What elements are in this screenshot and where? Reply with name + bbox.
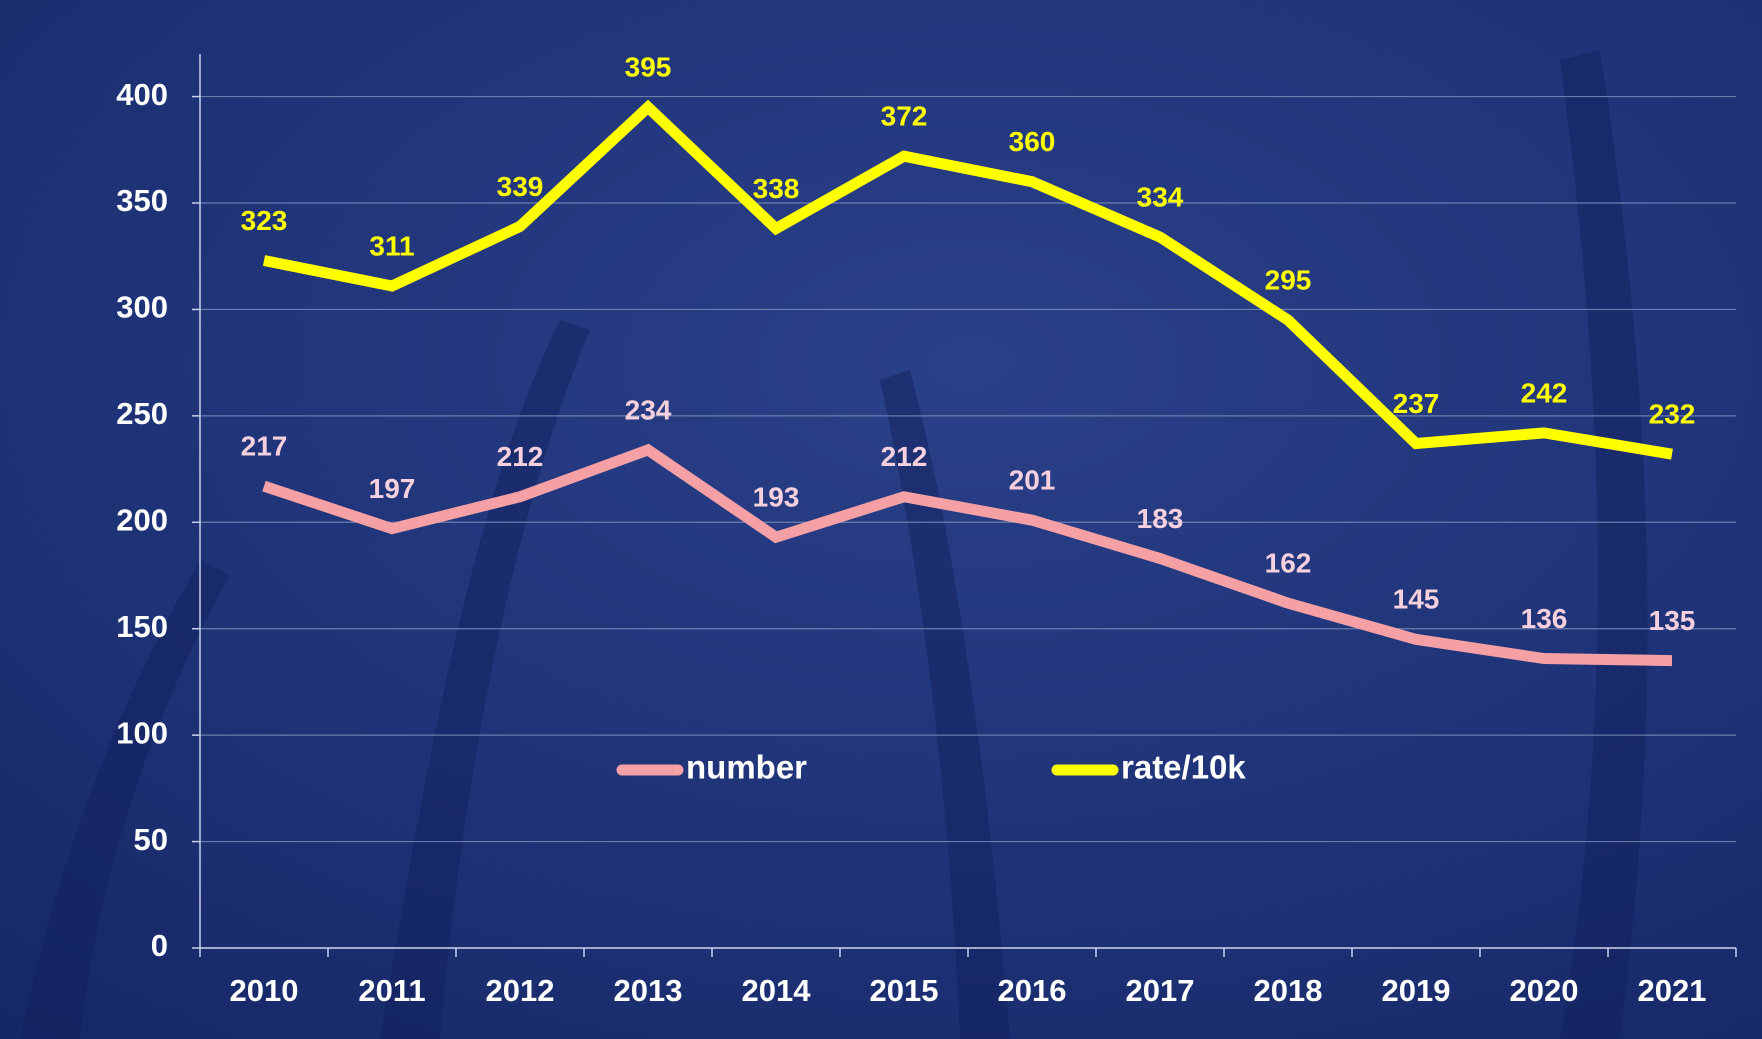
data-label: 197 — [369, 473, 416, 504]
y-tick-label: 300 — [116, 290, 168, 325]
data-label: 162 — [1265, 548, 1312, 579]
data-label: 234 — [625, 394, 672, 425]
data-label: 193 — [753, 482, 800, 513]
data-label: 311 — [369, 230, 414, 261]
data-label: 201 — [1009, 465, 1056, 496]
y-tick-label: 0 — [151, 928, 168, 963]
data-label: 135 — [1649, 605, 1696, 636]
y-tick-label: 100 — [116, 715, 168, 750]
y-tick-label: 350 — [116, 183, 168, 218]
y-tick-label: 250 — [116, 396, 168, 431]
x-tick-label: 2020 — [1510, 973, 1579, 1008]
data-label: 242 — [1521, 377, 1568, 408]
x-tick-label: 2021 — [1638, 973, 1707, 1008]
series-line — [262, 443, 1673, 667]
y-tick-label: 200 — [116, 502, 168, 537]
x-tick-label: 2012 — [486, 973, 555, 1008]
data-label: 212 — [881, 441, 928, 472]
data-label: 232 — [1649, 399, 1696, 430]
data-label: 237 — [1393, 388, 1440, 419]
data-label: 338 — [753, 173, 800, 204]
data-label: 339 — [497, 171, 544, 202]
x-tick-label: 2015 — [870, 973, 939, 1008]
data-label: 136 — [1521, 603, 1568, 634]
y-tick-label: 150 — [116, 609, 168, 644]
data-label: 334 — [1137, 181, 1184, 212]
y-tick-label: 400 — [116, 77, 168, 112]
y-tick-label: 50 — [134, 822, 168, 857]
data-label: 212 — [497, 441, 544, 472]
data-label: 145 — [1393, 584, 1440, 615]
data-label: 323 — [241, 205, 288, 236]
data-label: 295 — [1265, 264, 1312, 295]
data-label: 395 — [625, 52, 672, 83]
x-tick-label: 2010 — [230, 973, 299, 1008]
data-label: 372 — [881, 101, 928, 132]
x-tick-label: 2018 — [1254, 973, 1323, 1008]
legend-label: rate/10k — [1121, 749, 1246, 786]
data-label: 360 — [1009, 126, 1056, 157]
x-tick-label: 2013 — [614, 973, 683, 1008]
series-line — [262, 99, 1673, 460]
legend-label: number — [686, 749, 807, 786]
data-label: 217 — [241, 430, 288, 461]
x-tick-label: 2019 — [1382, 973, 1451, 1008]
x-tick-label: 2017 — [1126, 973, 1195, 1008]
data-label: 183 — [1137, 503, 1184, 534]
x-tick-label: 2014 — [742, 973, 812, 1008]
x-tick-label: 2011 — [358, 973, 425, 1008]
x-tick-label: 2016 — [998, 973, 1067, 1008]
palm-silhouettes — [20, 50, 1648, 1039]
